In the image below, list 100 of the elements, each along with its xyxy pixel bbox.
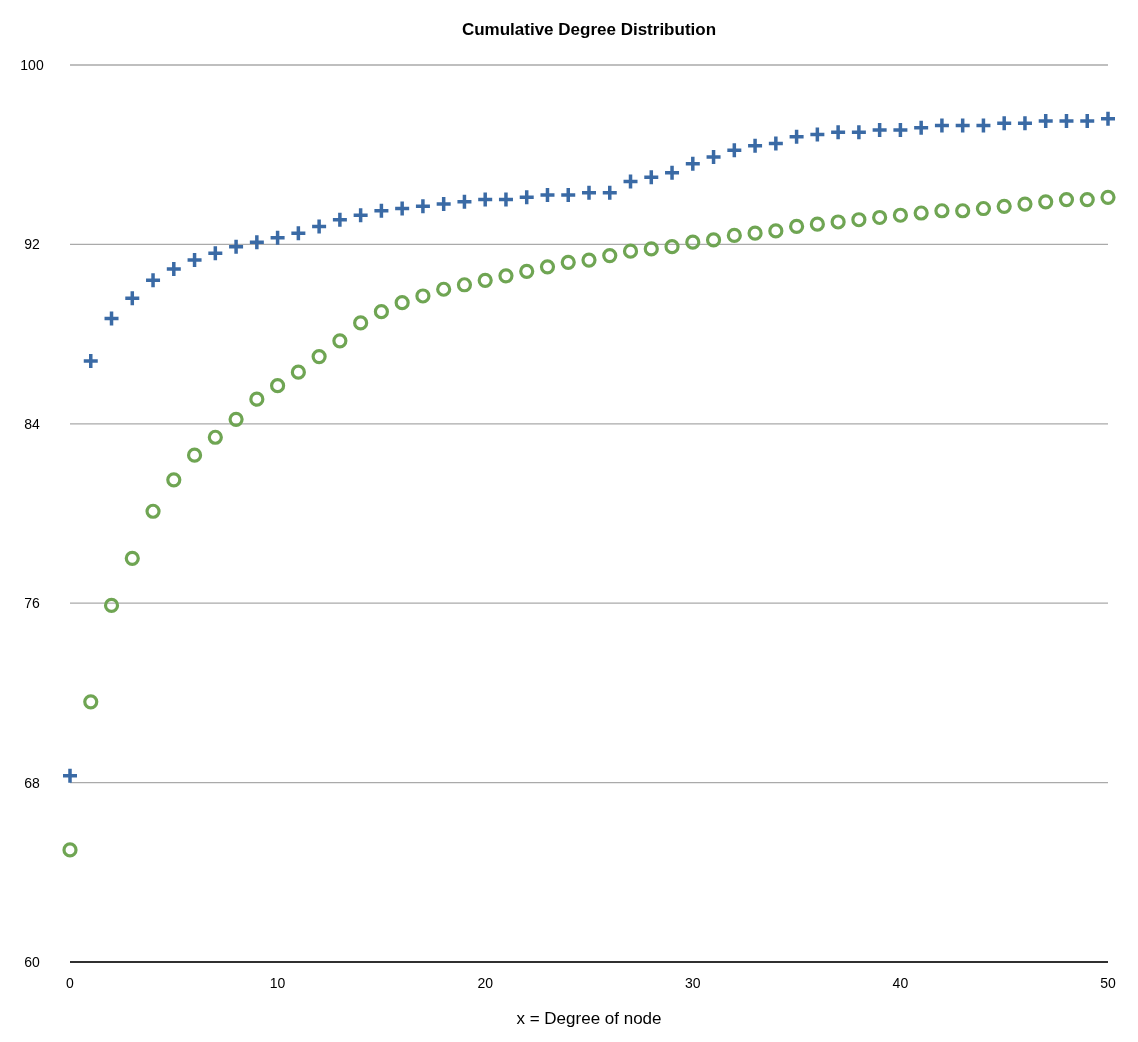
point bbox=[933, 116, 951, 135]
point bbox=[102, 309, 121, 328]
y-tick-label: 68 bbox=[24, 774, 40, 791]
point bbox=[1036, 112, 1055, 130]
point bbox=[289, 224, 308, 242]
point bbox=[602, 248, 618, 264]
point bbox=[872, 209, 888, 226]
point bbox=[1078, 112, 1096, 130]
point bbox=[768, 223, 784, 239]
point bbox=[726, 227, 742, 244]
point bbox=[455, 193, 474, 211]
point bbox=[61, 767, 79, 785]
point bbox=[414, 197, 432, 216]
x-tick-label: 30 bbox=[685, 975, 701, 991]
point bbox=[1057, 112, 1076, 130]
point bbox=[789, 218, 805, 235]
point bbox=[787, 128, 806, 146]
point bbox=[331, 210, 349, 229]
point bbox=[290, 364, 306, 380]
x-tick-label: 50 bbox=[1100, 975, 1116, 991]
point bbox=[248, 233, 266, 251]
point bbox=[559, 186, 577, 204]
point bbox=[62, 842, 78, 858]
point bbox=[310, 217, 328, 236]
point bbox=[560, 254, 576, 270]
point bbox=[228, 411, 244, 427]
point bbox=[746, 136, 764, 155]
point bbox=[353, 315, 369, 331]
point bbox=[517, 188, 536, 207]
point bbox=[166, 472, 182, 488]
point bbox=[975, 200, 992, 217]
point bbox=[870, 121, 889, 139]
point bbox=[477, 272, 493, 288]
point bbox=[892, 207, 908, 223]
x-tick-label: 0 bbox=[66, 975, 75, 991]
point bbox=[519, 263, 535, 279]
y-tick-label: 76 bbox=[24, 595, 40, 612]
point bbox=[995, 114, 1013, 133]
point bbox=[249, 391, 265, 407]
point bbox=[953, 116, 972, 135]
point bbox=[497, 190, 515, 209]
x-tick-label: 10 bbox=[269, 975, 286, 991]
y-tick-label: 92 bbox=[24, 236, 40, 253]
point bbox=[808, 125, 827, 144]
point bbox=[809, 216, 825, 232]
point bbox=[311, 348, 327, 365]
point bbox=[373, 304, 389, 320]
point bbox=[725, 141, 744, 159]
x-tick-label: 40 bbox=[892, 975, 909, 991]
point bbox=[829, 123, 847, 142]
point bbox=[82, 352, 100, 370]
point bbox=[144, 271, 162, 290]
point bbox=[539, 259, 556, 275]
point bbox=[103, 597, 120, 614]
chart-title: Cumulative Degree Distribution bbox=[461, 20, 717, 39]
point bbox=[621, 172, 640, 191]
point bbox=[685, 234, 701, 250]
point bbox=[393, 199, 411, 218]
point bbox=[268, 228, 287, 247]
point bbox=[351, 206, 370, 224]
point bbox=[165, 260, 183, 278]
point bbox=[830, 214, 846, 230]
point bbox=[415, 288, 431, 304]
point bbox=[270, 378, 286, 394]
point bbox=[1079, 191, 1095, 208]
y-tick-label: 84 bbox=[24, 415, 40, 432]
point bbox=[955, 203, 971, 219]
point bbox=[1058, 191, 1075, 208]
point bbox=[747, 225, 763, 241]
point bbox=[123, 289, 142, 307]
point bbox=[851, 212, 867, 228]
point bbox=[642, 168, 661, 186]
x-axis-title: x = Degree of node bbox=[516, 1009, 662, 1028]
point bbox=[684, 154, 702, 173]
point bbox=[434, 195, 453, 213]
x-tick-label: 20 bbox=[477, 975, 494, 991]
y-tick-label: 60 bbox=[24, 953, 40, 970]
point bbox=[227, 237, 245, 256]
point bbox=[206, 244, 225, 263]
point bbox=[1016, 114, 1034, 133]
point bbox=[124, 550, 140, 566]
point bbox=[186, 447, 203, 463]
point bbox=[974, 116, 993, 135]
point bbox=[476, 190, 494, 209]
point bbox=[538, 186, 557, 204]
point bbox=[622, 243, 639, 259]
point bbox=[663, 163, 681, 182]
point bbox=[601, 184, 619, 202]
point bbox=[996, 198, 1012, 214]
point bbox=[704, 148, 723, 166]
point bbox=[394, 295, 410, 311]
y-tick-label: 100 bbox=[20, 56, 44, 73]
point bbox=[145, 503, 161, 519]
point bbox=[456, 277, 473, 293]
point bbox=[643, 241, 659, 257]
point bbox=[332, 333, 348, 349]
point bbox=[767, 134, 785, 153]
point bbox=[912, 119, 930, 137]
point bbox=[580, 184, 598, 202]
point bbox=[1017, 196, 1033, 212]
